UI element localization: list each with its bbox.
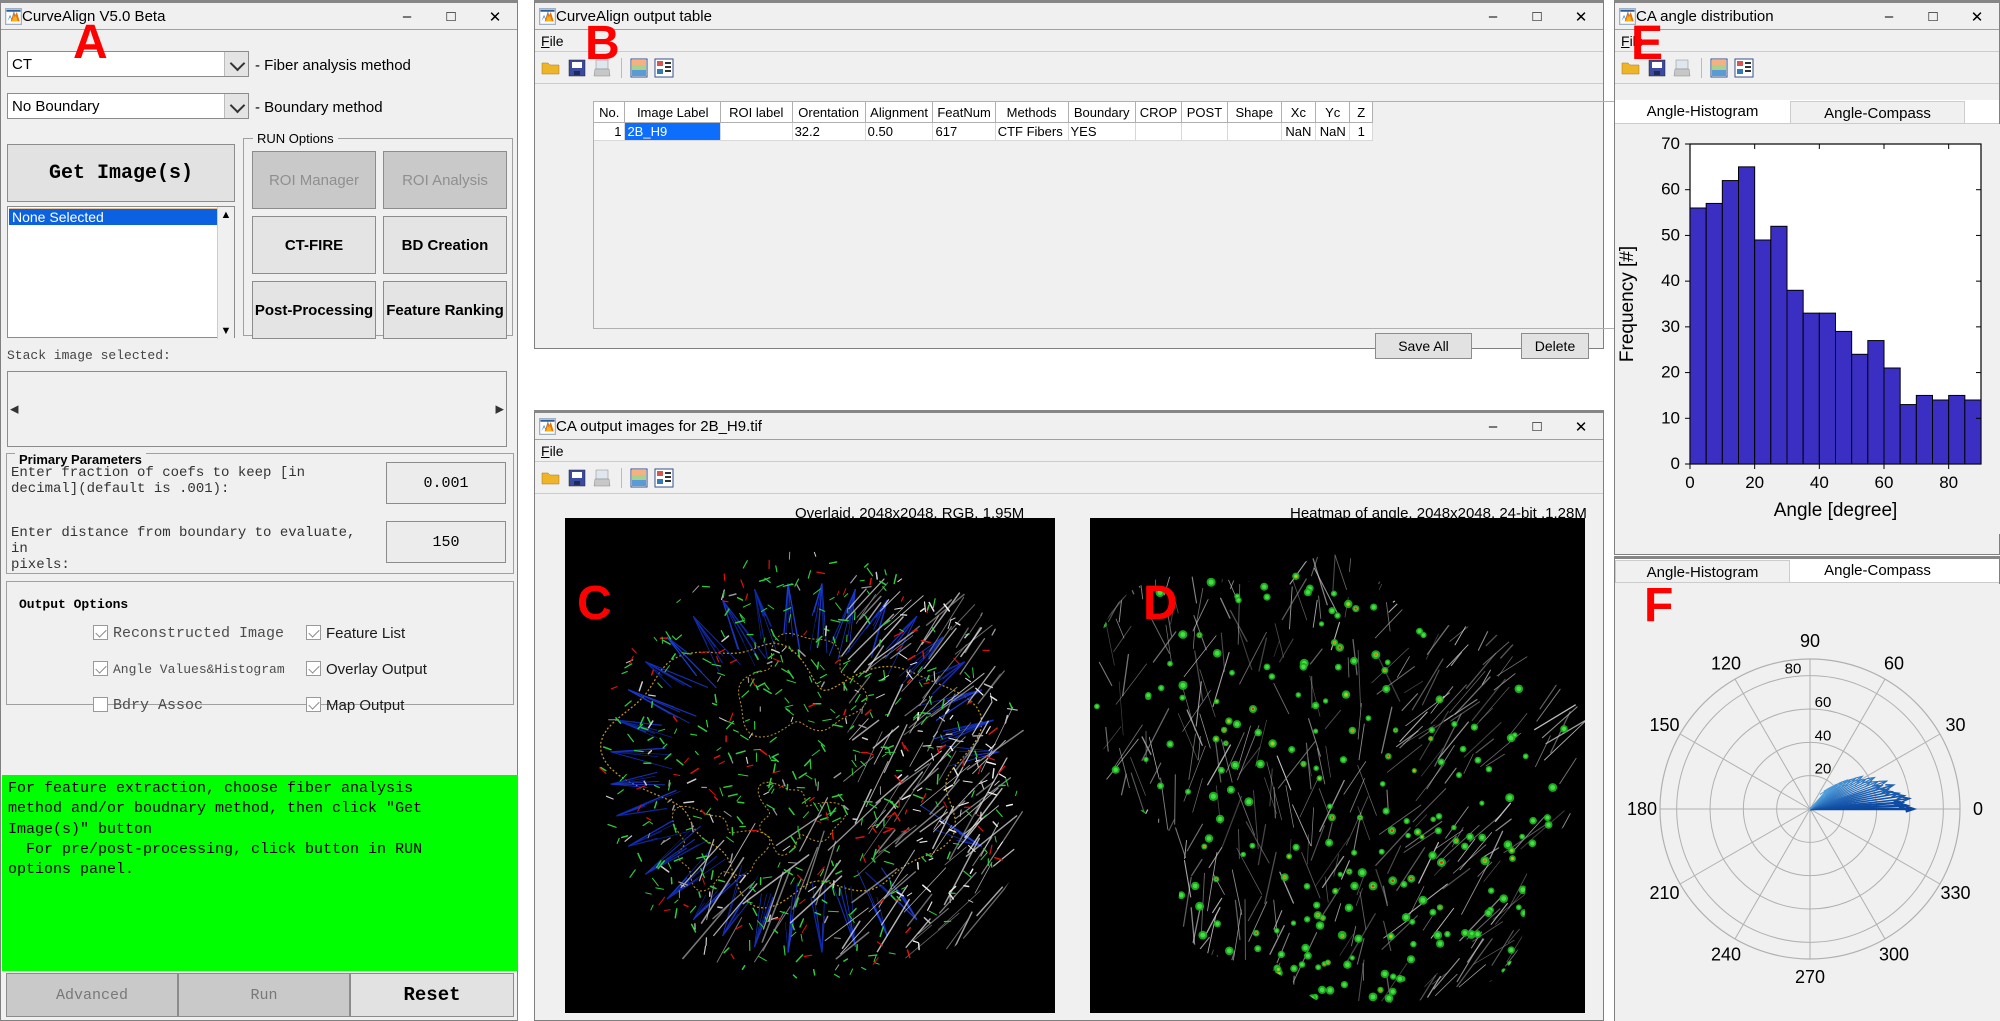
svg-text:270: 270 bbox=[1795, 967, 1825, 987]
svg-text:10: 10 bbox=[1661, 408, 1680, 427]
svg-text:180: 180 bbox=[1627, 799, 1657, 819]
svg-text:80: 80 bbox=[1785, 661, 1802, 678]
svg-text:150: 150 bbox=[1649, 715, 1679, 735]
svg-text:0: 0 bbox=[1685, 473, 1694, 492]
svg-text:30: 30 bbox=[1945, 715, 1965, 735]
svg-text:20: 20 bbox=[1815, 761, 1832, 778]
svg-text:Angle [degree]: Angle [degree] bbox=[1774, 500, 1898, 521]
svg-text:20: 20 bbox=[1745, 473, 1764, 492]
svg-text:40: 40 bbox=[1661, 271, 1680, 290]
svg-text:0: 0 bbox=[1973, 799, 1983, 819]
svg-text:40: 40 bbox=[1815, 727, 1832, 744]
svg-text:20: 20 bbox=[1661, 363, 1680, 382]
svg-text:60: 60 bbox=[1661, 180, 1680, 199]
svg-text:50: 50 bbox=[1661, 225, 1680, 244]
svg-text:330: 330 bbox=[1940, 883, 1970, 903]
svg-text:60: 60 bbox=[1875, 473, 1894, 492]
svg-text:70: 70 bbox=[1661, 134, 1680, 153]
svg-text:60: 60 bbox=[1884, 654, 1904, 674]
svg-text:300: 300 bbox=[1879, 944, 1909, 964]
svg-text:80: 80 bbox=[1939, 473, 1958, 492]
svg-text:240: 240 bbox=[1711, 944, 1741, 964]
svg-text:60: 60 bbox=[1815, 694, 1832, 711]
svg-text:30: 30 bbox=[1661, 317, 1680, 336]
svg-text:90: 90 bbox=[1800, 631, 1820, 651]
svg-text:Frequency [#]: Frequency [#] bbox=[1617, 246, 1638, 362]
svg-text:0: 0 bbox=[1671, 454, 1680, 473]
svg-text:40: 40 bbox=[1810, 473, 1829, 492]
svg-text:210: 210 bbox=[1649, 883, 1679, 903]
svg-text:120: 120 bbox=[1711, 654, 1741, 674]
